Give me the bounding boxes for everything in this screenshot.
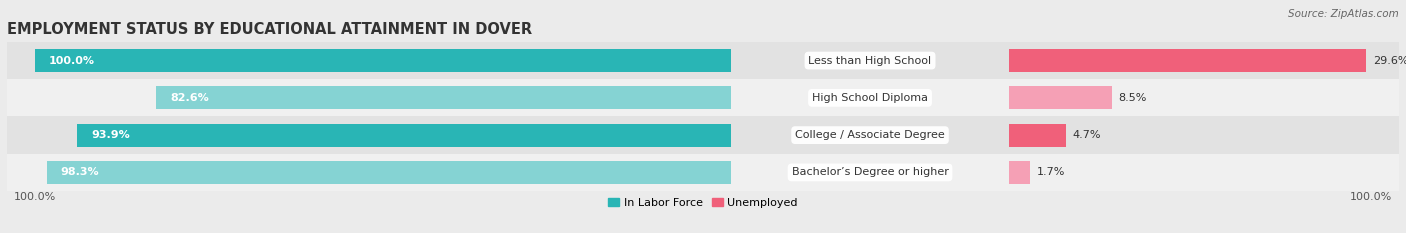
Text: High School Diploma: High School Diploma	[813, 93, 928, 103]
Text: Source: ZipAtlas.com: Source: ZipAtlas.com	[1288, 9, 1399, 19]
Bar	[7, 42, 1399, 79]
Text: 4.7%: 4.7%	[1073, 130, 1101, 140]
Bar	[156, 86, 731, 110]
Text: Less than High School: Less than High School	[808, 56, 932, 65]
Bar	[1010, 161, 1029, 184]
Text: 100.0%: 100.0%	[1350, 192, 1392, 202]
Text: Bachelor’s Degree or higher: Bachelor’s Degree or higher	[792, 168, 949, 177]
Bar	[35, 49, 731, 72]
Bar	[77, 123, 731, 147]
Text: EMPLOYMENT STATUS BY EDUCATIONAL ATTAINMENT IN DOVER: EMPLOYMENT STATUS BY EDUCATIONAL ATTAINM…	[7, 22, 531, 37]
Text: 1.7%: 1.7%	[1036, 168, 1066, 177]
Bar	[7, 79, 1399, 116]
Bar	[1010, 86, 1112, 110]
Legend: In Labor Force, Unemployed: In Labor Force, Unemployed	[603, 193, 803, 212]
Text: 8.5%: 8.5%	[1119, 93, 1147, 103]
Bar	[7, 116, 1399, 154]
Bar	[7, 154, 1399, 191]
Text: 100.0%: 100.0%	[14, 192, 56, 202]
Text: 98.3%: 98.3%	[60, 168, 100, 177]
Text: 29.6%: 29.6%	[1374, 56, 1406, 65]
Text: 82.6%: 82.6%	[170, 93, 208, 103]
Text: College / Associate Degree: College / Associate Degree	[796, 130, 945, 140]
Text: 93.9%: 93.9%	[91, 130, 129, 140]
Text: 100.0%: 100.0%	[49, 56, 94, 65]
Bar	[1010, 49, 1367, 72]
Bar	[1010, 123, 1066, 147]
Bar	[46, 161, 731, 184]
